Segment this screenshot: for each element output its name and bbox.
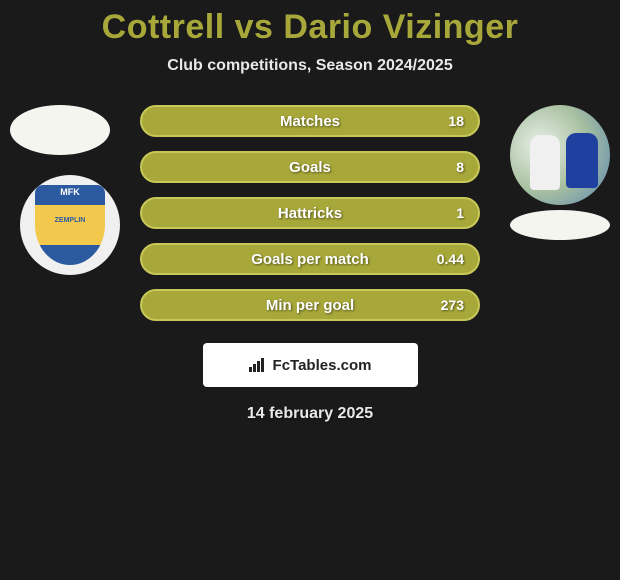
stat-label: Goals bbox=[289, 159, 331, 176]
stat-bar: Goals per match 0.44 bbox=[140, 243, 480, 275]
player-right-club-placeholder bbox=[510, 210, 610, 240]
bar-chart-icon bbox=[249, 358, 267, 372]
stat-value: 8 bbox=[456, 159, 464, 175]
attribution-text: FcTables.com bbox=[273, 357, 372, 374]
attribution-badge: FcTables.com bbox=[203, 343, 418, 387]
player-left-avatar-placeholder bbox=[10, 105, 110, 155]
stat-value: 0.44 bbox=[437, 251, 464, 267]
player-left-club-badge bbox=[20, 175, 120, 275]
stat-bars: Matches 18 Goals 8 Hattricks 1 Goals per… bbox=[140, 105, 480, 321]
date-label: 14 february 2025 bbox=[0, 405, 620, 423]
stat-label: Min per goal bbox=[266, 297, 354, 314]
stat-bar: Min per goal 273 bbox=[140, 289, 480, 321]
page-title: Cottrell vs Dario Vizinger bbox=[0, 0, 620, 47]
comparison-content: Matches 18 Goals 8 Hattricks 1 Goals per… bbox=[0, 105, 620, 423]
stat-label: Matches bbox=[280, 113, 340, 130]
stat-bar: Goals 8 bbox=[140, 151, 480, 183]
subtitle: Club competitions, Season 2024/2025 bbox=[0, 57, 620, 75]
stat-bar: Matches 18 bbox=[140, 105, 480, 137]
stat-label: Hattricks bbox=[278, 205, 342, 222]
shield-icon bbox=[35, 185, 105, 265]
player-right-avatar bbox=[510, 105, 610, 205]
stat-value: 18 bbox=[448, 113, 464, 129]
stat-bar: Hattricks 1 bbox=[140, 197, 480, 229]
stat-label: Goals per match bbox=[251, 251, 369, 268]
stat-value: 273 bbox=[441, 297, 464, 313]
stat-value: 1 bbox=[456, 205, 464, 221]
